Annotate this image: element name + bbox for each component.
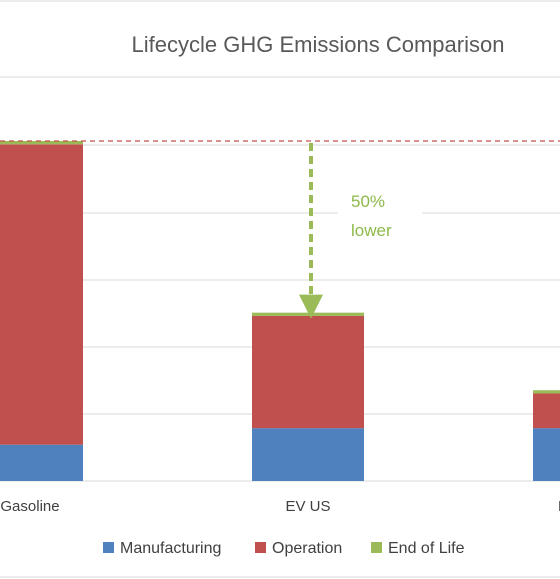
bar-end-of-life	[252, 312, 364, 316]
annotation-text-2: lower	[351, 221, 392, 240]
annotation-text-1: 50%	[351, 192, 385, 211]
x-tick-label: Gasoline	[0, 498, 59, 515]
bar-end-of-life	[533, 390, 560, 394]
bar-operation	[0, 144, 83, 445]
x-tick-label: EV	[558, 498, 560, 515]
x-tick-label: EV US	[285, 498, 330, 515]
legend: Manufacturing Operation End of Life	[103, 540, 465, 557]
bar-manufacturing	[252, 428, 364, 481]
legend-label: Manufacturing	[120, 540, 221, 557]
annotation-bg	[338, 182, 422, 244]
x-tick-labels: Gasoline EV US EV	[0, 498, 560, 515]
legend-label: Operation	[272, 540, 342, 557]
chart-title: Lifecycle GHG Emissions Comparison	[132, 32, 505, 57]
legend-swatch-manufacturing	[103, 542, 114, 553]
legend-label: End of Life	[388, 540, 465, 557]
legend-swatch-end-of-life	[371, 542, 382, 553]
bar-end-of-life	[0, 141, 83, 145]
legend-swatch-operation	[255, 542, 266, 553]
bar-manufacturing	[533, 428, 560, 481]
bar-operation	[533, 393, 560, 429]
bar-operation	[252, 315, 364, 429]
bars	[0, 141, 560, 481]
bar-manufacturing	[0, 444, 83, 481]
